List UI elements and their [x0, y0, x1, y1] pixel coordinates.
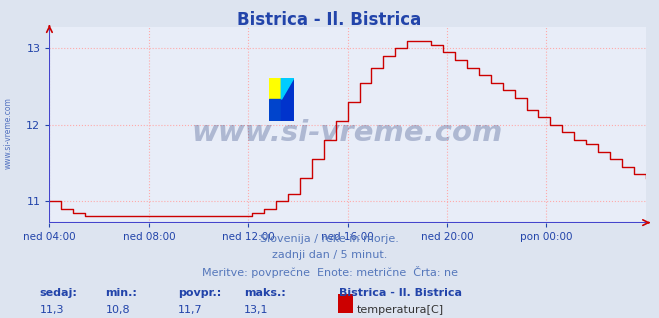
Text: Meritve: povprečne  Enote: metrične  Črta: ne: Meritve: povprečne Enote: metrične Črta:… [202, 266, 457, 278]
Text: zadnji dan / 5 minut.: zadnji dan / 5 minut. [272, 250, 387, 259]
Text: povpr.:: povpr.: [178, 288, 221, 298]
Text: 11,3: 11,3 [40, 305, 64, 315]
Polygon shape [281, 78, 294, 100]
Text: maks.:: maks.: [244, 288, 285, 298]
Text: www.si-vreme.com: www.si-vreme.com [3, 98, 13, 169]
Bar [281, 78, 294, 100]
Text: temperatura[C]: temperatura[C] [357, 305, 444, 315]
Text: 10,8: 10,8 [105, 305, 130, 315]
Text: 11,7: 11,7 [178, 305, 202, 315]
Text: Bistrica - Il. Bistrica: Bistrica - Il. Bistrica [237, 11, 422, 29]
Text: Slovenija / reke in morje.: Slovenija / reke in morje. [260, 234, 399, 244]
Polygon shape [281, 78, 294, 121]
Text: www.si-vreme.com: www.si-vreme.com [192, 119, 503, 147]
Text: Bistrica - Il. Bistrica: Bistrica - Il. Bistrica [339, 288, 463, 298]
Text: 13,1: 13,1 [244, 305, 268, 315]
Text: sedaj:: sedaj: [40, 288, 77, 298]
Bar [269, 100, 281, 121]
Text: min.:: min.: [105, 288, 137, 298]
Bar [269, 78, 281, 100]
